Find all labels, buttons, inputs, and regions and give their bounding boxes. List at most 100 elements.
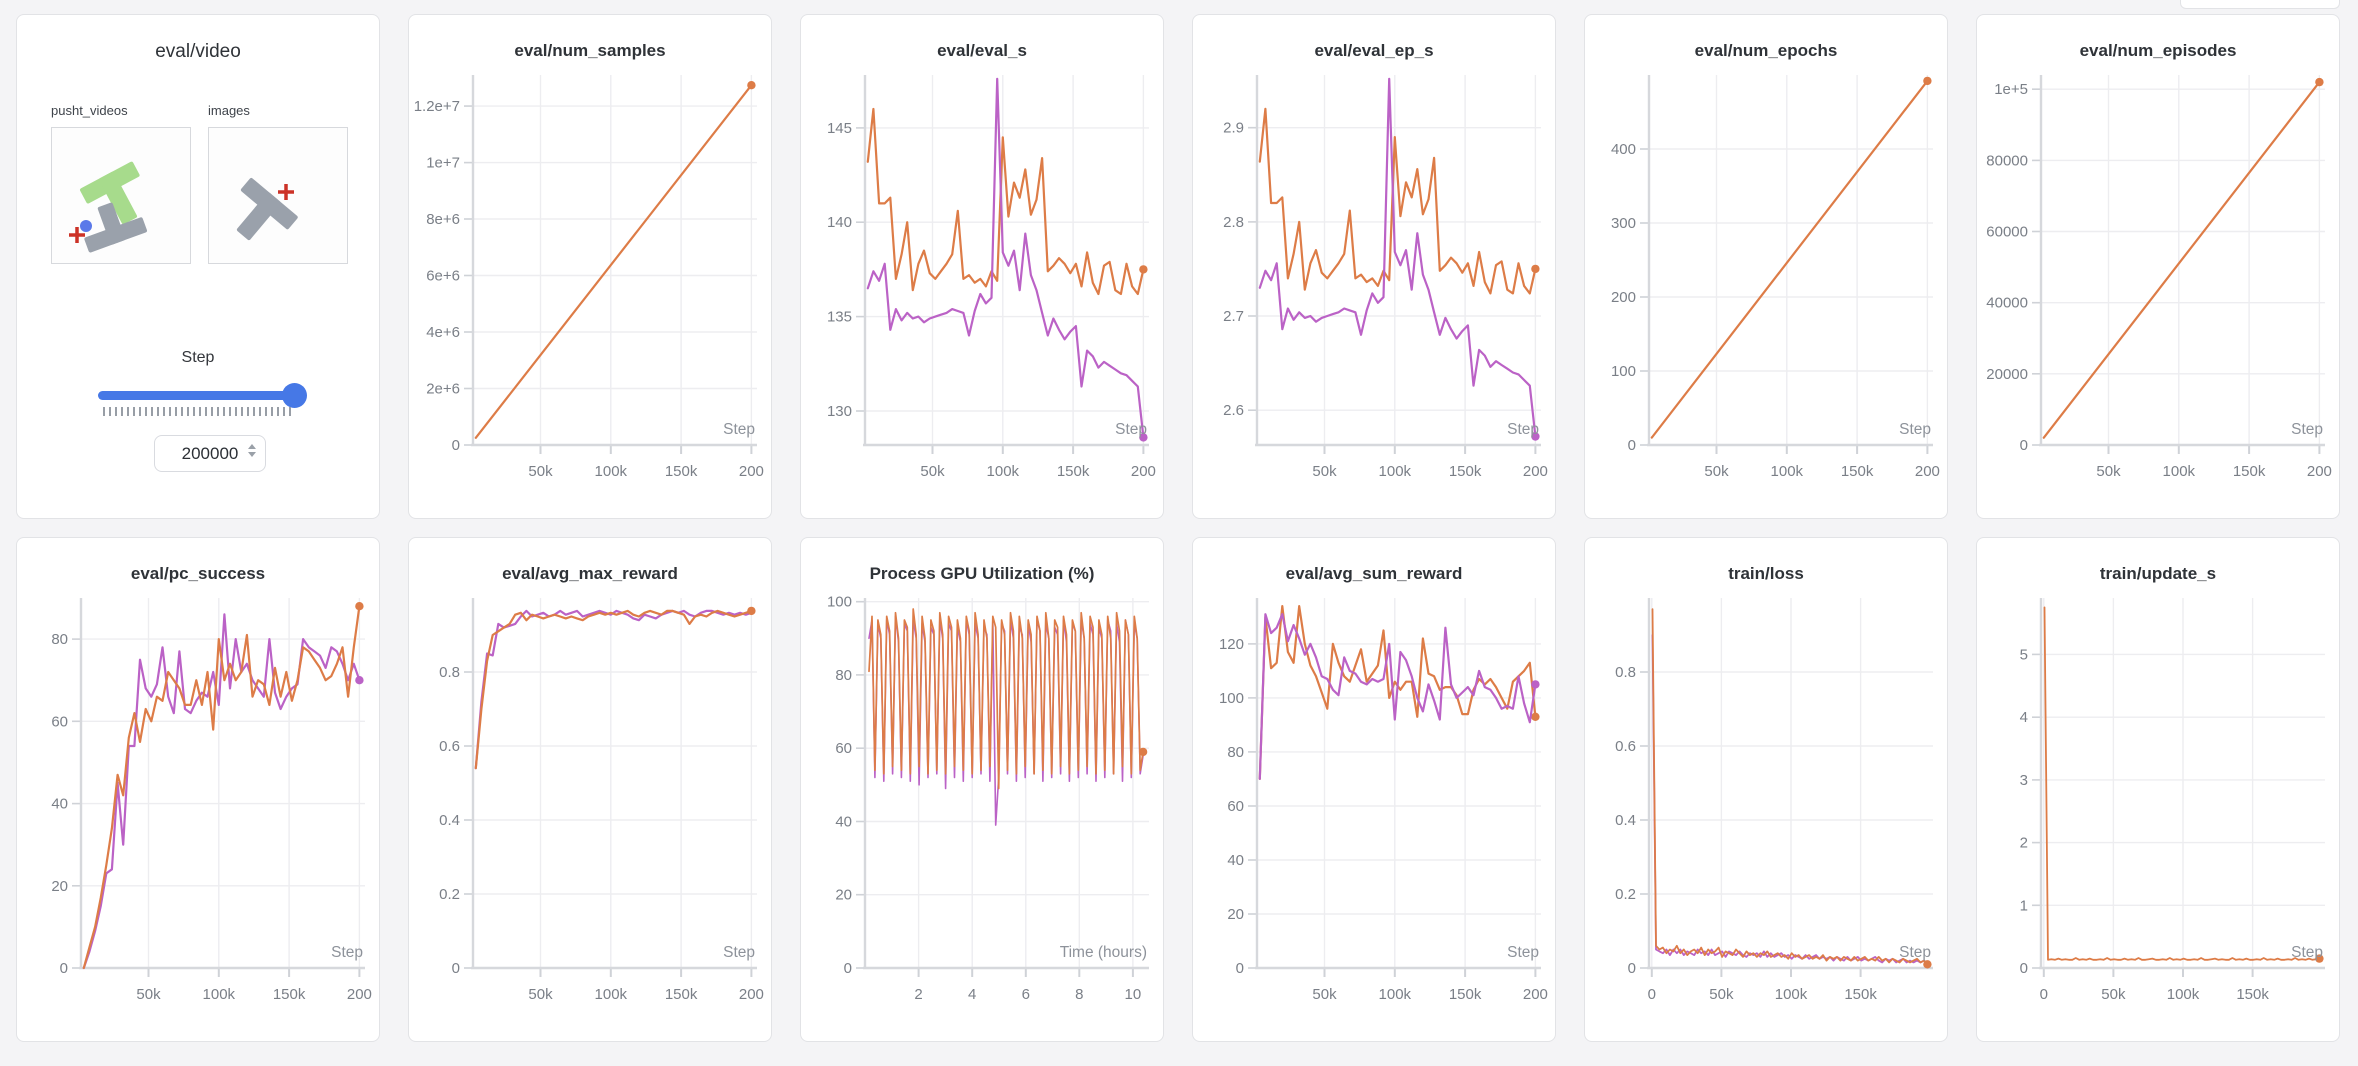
x-tick-label: 150k (665, 986, 698, 1003)
y-tick-label: 130 (827, 403, 852, 420)
video-caption-pusht-videos: pusht_videos (51, 103, 128, 118)
y-tick-label: 0 (60, 960, 68, 977)
panel-eval-avg-max-reward: eval/avg_max_reward 0 0.2 0.4 0.6 0.8 50k 100k 1… (408, 537, 772, 1042)
series-run-orange-end-dot (1138, 747, 1148, 757)
series-run-orange-end-dot (747, 81, 756, 90)
series-run-purple-end-dot (1139, 433, 1148, 442)
chart-eval-num-samples-plot[interactable]: 0 2e+6 4e+6 6e+6 8e+6 1e+7 1.2e+7 50k 100k 150k 20… (409, 63, 772, 499)
x-tick-label: 200 (1131, 463, 1156, 480)
y-tick-label: 20000 (1986, 366, 2028, 383)
series-run-purple-end-dot (1531, 432, 1540, 441)
y-tick-label: 0 (2020, 437, 2028, 454)
series-run-purple (1258, 613, 1537, 780)
chart-eval-eval-s-plot[interactable]: 130 135 140 145 50k 100k 150k 200 Step (801, 63, 1164, 499)
chart-train-loss-plot[interactable]: 0 0.2 0.4 0.6 0.8 0 50k 100k 150k Step (1585, 586, 1948, 1022)
chart-eval-pc-success-plot[interactable]: 0 20 40 60 80 50k 100k 150k 200 Step (17, 586, 380, 1022)
panel-title: eval/eval_ep_s (1314, 41, 1434, 60)
y-tick-label: 60000 (1986, 224, 2028, 241)
panel-train-update-s: train/update_s 0 1 2 3 4 5 0 50k 100k 150k Step (1976, 537, 2340, 1042)
video-thumbnail-images[interactable] (208, 127, 348, 264)
y-tick-label: 80 (835, 667, 852, 684)
series-run-orange (2043, 606, 2321, 961)
y-tick-label: 100 (827, 594, 852, 611)
y-tick-label: 1.2e+7 (414, 98, 460, 115)
chart-process-gpu-utilization-plot[interactable]: 0 20 40 60 80 100 2 4 6 8 10 Time (hours) (801, 586, 1164, 1022)
series-run-orange-end-dot (1923, 960, 1932, 969)
series-run-orange-end-dot (1139, 265, 1148, 274)
y-tick-label: 60 (835, 740, 852, 757)
x-axis-label: Step (1507, 944, 1539, 961)
y-tick-label: 0.6 (1615, 738, 1636, 755)
chart-eval-avg-max-reward-plot[interactable]: 0 0.2 0.4 0.6 0.8 50k 100k 150k 200 Step (409, 586, 772, 1022)
y-tick-label: 1e+5 (1994, 81, 2028, 98)
y-tick-label: 200 (1611, 289, 1636, 306)
x-tick-label: 10 (1125, 986, 1142, 1003)
y-tick-label: 120 (1219, 636, 1244, 653)
y-tick-label: 400 (1611, 141, 1636, 158)
x-tick-label: 100k (203, 986, 236, 1003)
panel-eval-eval-s: eval/eval_s 130 135 140 145 50k 100k 150k 200 Ste… (800, 14, 1164, 519)
y-tick-label: 0.4 (1615, 812, 1636, 829)
series-run-orange (1258, 107, 1537, 295)
step-slider-handle[interactable] (282, 383, 307, 408)
x-tick-label: 150k (2236, 986, 2269, 1003)
panel-title: eval/eval_s (937, 41, 1027, 60)
step-slider[interactable] (98, 383, 307, 408)
series-run-purple (1258, 77, 1537, 438)
video-thumbnail-pusht[interactable] (51, 127, 191, 264)
cropped-panel-edge (2180, 0, 2340, 9)
chart-eval-num-epochs-plot[interactable]: 0 100 200 300 400 50k 100k 150k 200 Step (1585, 63, 1948, 499)
series-run-purple (1651, 634, 1929, 965)
y-tick-label: 6e+6 (426, 268, 460, 285)
x-tick-label: 100k (1775, 986, 1808, 1003)
x-tick-label: 50k (1704, 463, 1729, 480)
x-axis-label: Step (1115, 421, 1147, 438)
x-tick-label: 150k (1057, 463, 1090, 480)
x-tick-label: 4 (968, 986, 976, 1003)
panel-title: eval/avg_max_reward (502, 564, 678, 583)
chart-eval-avg-sum-reward-plot[interactable]: 0 20 40 60 80 100 120 50k 100k 150k 200 Step (1193, 586, 1556, 1022)
series-run-orange (1651, 608, 1929, 966)
x-tick-label: 200 (1523, 986, 1548, 1003)
step-slider-ticks (103, 407, 291, 416)
series-run-orange-end-dot (2315, 954, 2324, 963)
pusht-image-icon (236, 177, 298, 241)
x-axis-label: Time (hours) (1060, 944, 1147, 961)
y-tick-label: 0 (1236, 960, 1244, 977)
y-tick-label: 0 (1628, 960, 1636, 977)
x-tick-label: 200 (347, 986, 372, 1003)
step-slider-label: Step (181, 349, 215, 366)
dashboard-grid: eval/video pusht_videos images (16, 14, 2340, 1042)
y-tick-label: 1 (2020, 897, 2028, 914)
y-tick-label: 0.8 (439, 664, 460, 681)
y-tick-label: 100 (1219, 690, 1244, 707)
chart-eval-num-episodes-plot[interactable]: 0 20000 40000 60000 80000 1e+5 50k 100k 150k 200 S… (1977, 63, 2340, 499)
x-tick-label: 200 (739, 986, 764, 1003)
y-tick-label: 0 (844, 960, 852, 977)
panel-eval-num-episodes: eval/num_episodes 0 20000 40000 60000 80000 1e… (1976, 14, 2340, 519)
chart-train-update-s-plot[interactable]: 0 1 2 3 4 5 0 50k 100k 150k Step (1977, 586, 2340, 1022)
y-tick-label: 20 (51, 878, 68, 895)
y-tick-label: 145 (827, 120, 852, 137)
series-run-purple (474, 609, 753, 770)
panel-eval-num-samples: eval/num_samples 0 2e+6 4e+6 6e+6 8e+6 1e+7 1.2… (408, 14, 772, 519)
y-tick-label: 4e+6 (426, 324, 460, 341)
series-run-orange (2042, 81, 2321, 439)
y-tick-label: 40000 (1986, 295, 2028, 312)
panel-title: eval/num_samples (514, 41, 666, 60)
y-tick-label: 1e+7 (426, 155, 460, 172)
panel-title: train/update_s (2099, 564, 2217, 583)
series-run-orange-end-dot (355, 602, 364, 611)
y-tick-label: 40 (835, 814, 852, 831)
y-tick-label: 3 (2020, 772, 2028, 789)
series-run-purple-end-dot (1531, 680, 1540, 689)
pusht-scene-icon (69, 161, 147, 253)
series-run-purple (866, 77, 1145, 439)
step-number-input[interactable]: 200000 (154, 435, 266, 472)
chart-eval-eval-ep-s-plot[interactable]: 2.6 2.7 2.8 2.9 50k 100k 150k 200 Step (1193, 63, 1556, 499)
stepper-arrows-icon[interactable] (248, 444, 256, 457)
x-tick-label: 8 (1075, 986, 1083, 1003)
x-tick-label: 0 (2040, 986, 2048, 1003)
x-tick-label: 100k (1379, 986, 1412, 1003)
panel-eval-num-epochs: eval/num_epochs 0 100 200 300 400 50k 100k 150k 2… (1584, 14, 1948, 519)
